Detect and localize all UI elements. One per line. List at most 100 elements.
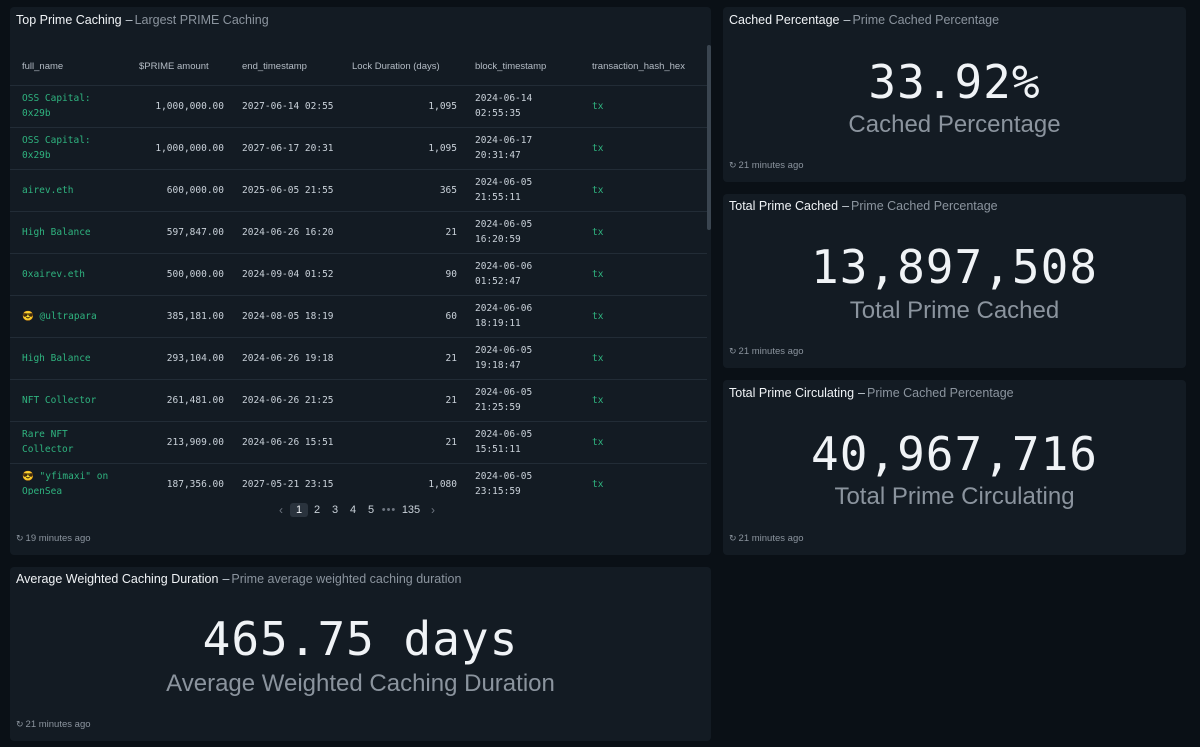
cell-lock-duration: 365 (340, 169, 463, 212)
pagination-page-4[interactable]: 4 (349, 504, 357, 516)
panel-title-main[interactable]: Average Weighted Caching Duration (16, 572, 219, 586)
refresh-icon[interactable]: ↻ (729, 160, 737, 170)
cell-block-timestamp: 2024-06-05 15:51:11 (463, 421, 580, 464)
cell-full-name[interactable]: NFT Collector (10, 379, 127, 422)
panel-subtitle: Prime average weighted caching duration (231, 572, 462, 586)
table-row: OSS Capital: 0x29b 1,000,000.00 2027-06-14… (10, 85, 707, 128)
cell-end-timestamp: 2024-06-26 16:20 (230, 211, 340, 254)
top-prime-caching-panel: Top Prime Caching – Largest PRIME Caching … (10, 7, 711, 555)
panel-subtitle: Largest PRIME Caching (134, 13, 269, 27)
cell-prime-amount: 187,356.00 (127, 463, 230, 495)
cell-transaction-link[interactable]: tx (580, 295, 707, 338)
panel-title: Total Prime Circulating – Prime Cached Per… (729, 386, 1014, 400)
cell-end-timestamp: 2027-06-14 02:55 (230, 85, 340, 128)
table-scrollbar[interactable] (707, 45, 711, 230)
table-row: OSS Capital: 0x29b 1,000,000.00 2027-06-17… (10, 127, 707, 170)
pagination-page-5[interactable]: 5 (367, 504, 375, 516)
cell-block-timestamp: 2024-06-05 19:18:47 (463, 337, 580, 380)
table-row: Rare NFT Collector 213,909.00 2024-06-26 1… (10, 421, 707, 464)
panel-title-main[interactable]: Total Prime Circulating (729, 386, 855, 400)
refresh-icon[interactable]: ↻ (16, 719, 24, 729)
cell-transaction-link[interactable]: tx (580, 463, 707, 495)
cached-percentage-panel: Cached Percentage – Prime Cached Percentag… (723, 7, 1186, 182)
cell-full-name[interactable]: 😎 "yfimaxi" on OpenSea (10, 463, 127, 495)
table-row: 😎 @ultrapara 385,181.00 2024-08-05 18:19 60… (10, 295, 707, 338)
cell-full-name[interactable]: 😎 @ultrapara (10, 295, 127, 338)
column-header-lock-duration[interactable]: Lock Duration (days) (340, 49, 463, 86)
cell-full-name[interactable]: High Balance (10, 211, 127, 254)
counter-label: Average Weighted Caching Duration (166, 670, 555, 697)
cell-block-timestamp: 2024-06-14 02:55:35 (463, 85, 580, 128)
refresh-icon[interactable]: ↻ (16, 533, 24, 543)
table-row: 😎 "yfimaxi" on OpenSea 187,356.00 2027-05-… (10, 463, 707, 495)
pagination-prev-button[interactable]: ‹ (279, 503, 283, 517)
refresh-text: 21 minutes ago (738, 160, 804, 171)
refresh-icon[interactable]: ↻ (729, 533, 737, 543)
panel-title-main[interactable]: Total Prime Cached (729, 199, 839, 213)
cell-end-timestamp: 2027-06-17 20:31 (230, 127, 340, 170)
refresh-status: ↻ 21 minutes ago (729, 533, 804, 544)
cell-lock-duration: 60 (340, 295, 463, 338)
cell-transaction-link[interactable]: tx (580, 211, 707, 254)
pagination-page-last[interactable]: 135 (401, 504, 421, 516)
counter-value: 465.75 days (202, 612, 519, 666)
table-row: NFT Collector 261,481.00 2024-06-26 21:25 2… (10, 379, 707, 422)
pagination-next-button[interactable]: › (431, 503, 435, 517)
cell-end-timestamp: 2024-06-26 19:18 (230, 337, 340, 380)
cell-prime-amount: 213,909.00 (127, 421, 230, 464)
panel-subtitle: Prime Cached Percentage (852, 13, 1000, 27)
column-header-end-timestamp[interactable]: end_timestamp (230, 49, 340, 86)
title-separator: – (125, 13, 133, 27)
cell-transaction-link[interactable]: tx (580, 379, 707, 422)
panel-title-main[interactable]: Cached Percentage (729, 13, 840, 27)
title-separator: – (222, 572, 230, 586)
counter-value: 33.92% (868, 55, 1041, 109)
pagination-page-3[interactable]: 3 (331, 504, 339, 516)
cell-transaction-link[interactable]: tx (580, 169, 707, 212)
refresh-text: 21 minutes ago (738, 533, 804, 544)
panel-title: Average Weighted Caching Duration – Prime … (16, 572, 461, 586)
counter-label: Cached Percentage (848, 111, 1061, 138)
cell-full-name[interactable]: OSS Capital: 0x29b (10, 127, 127, 170)
cell-prime-amount: 293,104.00 (127, 337, 230, 380)
table-row: 0xairev.eth 500,000.00 2024-09-04 01:52 90 2… (10, 253, 707, 296)
average-weighted-caching-duration-panel: Average Weighted Caching Duration – Prime … (10, 567, 711, 741)
cell-block-timestamp: 2024-06-06 18:19:11 (463, 295, 580, 338)
cell-lock-duration: 1,095 (340, 85, 463, 128)
cell-transaction-link[interactable]: tx (580, 337, 707, 380)
cell-transaction-link[interactable]: tx (580, 421, 707, 464)
cell-full-name[interactable]: 0xairev.eth (10, 253, 127, 296)
refresh-icon[interactable]: ↻ (729, 346, 737, 356)
total-prime-circulating-panel: Total Prime Circulating – Prime Cached Per… (723, 380, 1186, 555)
pagination-page-2[interactable]: 2 (313, 504, 321, 516)
cell-block-timestamp: 2024-06-05 21:55:11 (463, 169, 580, 212)
column-header-prime-amount[interactable]: $PRIME amount (127, 49, 230, 86)
title-separator: – (843, 13, 851, 27)
counter-label: Total Prime Circulating (834, 483, 1075, 510)
cell-transaction-link[interactable]: tx (580, 253, 707, 296)
counter-value: 40,967,716 (811, 427, 1098, 481)
pagination-page-1[interactable]: 1 (290, 503, 308, 517)
cell-transaction-link[interactable]: tx (580, 85, 707, 128)
column-header-block-timestamp[interactable]: block_timestamp (463, 49, 580, 86)
cell-full-name[interactable]: Rare NFT Collector (10, 421, 127, 464)
cell-prime-amount: 1,000,000.00 (127, 127, 230, 170)
refresh-status: ↻ 19 minutes ago (16, 533, 91, 544)
cell-full-name[interactable]: airev.eth (10, 169, 127, 212)
column-header-transaction-hash[interactable]: transaction_hash_hex (580, 49, 707, 86)
panel-title-main[interactable]: Top Prime Caching (16, 13, 122, 27)
cell-full-name[interactable]: High Balance (10, 337, 127, 380)
table-viewport[interactable]: full_name $PRIME amount end_timestamp Lo… (10, 7, 707, 495)
column-header-full-name[interactable]: full_name (10, 49, 127, 86)
table-row: High Balance 293,104.00 2024-06-26 19:18 21… (10, 337, 707, 380)
table-row: High Balance 597,847.00 2024-06-26 16:20 21… (10, 211, 707, 254)
cell-end-timestamp: 2024-06-26 15:51 (230, 421, 340, 464)
cell-full-name[interactable]: OSS Capital: 0x29b (10, 85, 127, 128)
cell-transaction-link[interactable]: tx (580, 127, 707, 170)
panel-title: Cached Percentage – Prime Cached Percentag… (729, 13, 999, 27)
cell-end-timestamp: 2024-09-04 01:52 (230, 253, 340, 296)
cell-lock-duration: 21 (340, 337, 463, 380)
cell-block-timestamp: 2024-06-06 01:52:47 (463, 253, 580, 296)
title-separator: – (858, 386, 865, 400)
pagination-ellipsis[interactable]: ••• (381, 504, 397, 516)
